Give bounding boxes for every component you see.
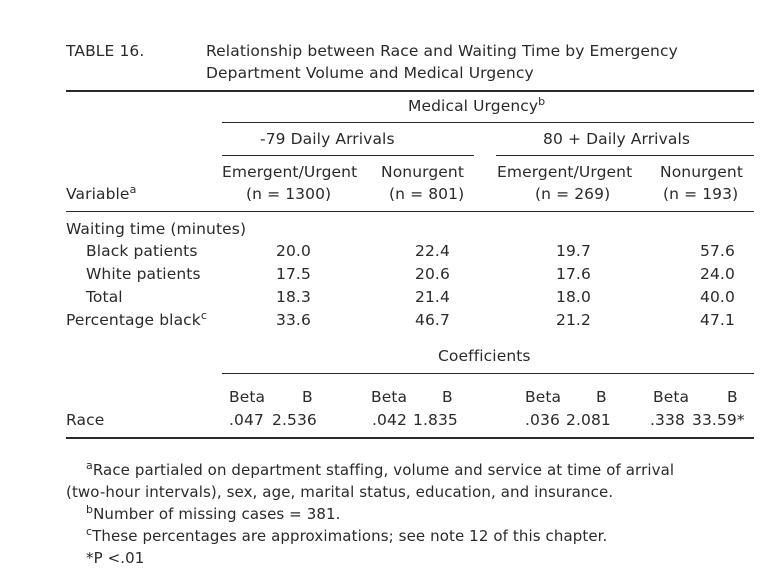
group-header-low-volume: -79 Daily Arrivals (260, 130, 395, 148)
beta-header: Beta (525, 388, 562, 406)
cell: 21.4 (415, 288, 450, 306)
variable-header: Variablea (66, 183, 137, 203)
cell: .042 (372, 411, 407, 429)
table-title-line-2: Department Volume and Medical Urgency (206, 64, 534, 82)
top-rule (66, 90, 754, 92)
table-title-line-1: Relationship between Race and Waiting Ti… (206, 42, 678, 60)
b-header: B (727, 388, 738, 406)
group1-rule (222, 155, 474, 156)
footnote-a: aRace partialed on department staffing, … (86, 459, 675, 479)
cell: 20.0 (276, 242, 311, 260)
footnote-p: *P <.01 (86, 549, 145, 567)
n-col-3: (n = 269) (535, 185, 611, 203)
cell: 57.6 (700, 242, 735, 260)
cell: 21.2 (556, 311, 591, 329)
urgency-rule (222, 122, 754, 123)
cell: 17.6 (556, 265, 591, 283)
cell: 18.0 (556, 288, 591, 306)
n-col-2: (n = 801) (389, 185, 465, 203)
cell: 2.536 (272, 411, 317, 429)
col-header-nonurgent-2: Nonurgent (660, 163, 744, 181)
beta-header: Beta (371, 388, 408, 406)
group-header-high-volume: 80 + Daily Arrivals (543, 130, 691, 148)
cell: 47.1 (700, 311, 735, 329)
coefficients-rule (222, 373, 754, 374)
bottom-rule (66, 437, 754, 439)
cell: .036 (525, 411, 560, 429)
header-bottom-rule (66, 211, 754, 212)
b-header: B (442, 388, 453, 406)
cell: 46.7 (415, 311, 450, 329)
footnote-c: cThese percentages are approximations; s… (86, 525, 608, 545)
beta-header: Beta (653, 388, 690, 406)
row-label: Percentage blackc (66, 309, 208, 329)
coefficients-header: Coefficients (438, 347, 531, 365)
n-col-1: (n = 1300) (246, 185, 332, 203)
cell: 19.7 (556, 242, 591, 260)
race-row-label: Race (66, 411, 105, 429)
cell: .338 (650, 411, 685, 429)
footnote-b: bNumber of missing cases = 381. (86, 503, 341, 523)
n-col-4: (n = 193) (663, 185, 739, 203)
col-header-emergent-2: Emergent/Urgent (497, 163, 633, 181)
row-label: Total (86, 288, 123, 306)
group2-rule (496, 155, 754, 156)
col-header-nonurgent-1: Nonurgent (381, 163, 465, 181)
cell: 1.835 (413, 411, 458, 429)
b-header: B (302, 388, 313, 406)
medical-urgency-header: Medical Urgencyb (408, 95, 546, 115)
beta-header: Beta (229, 388, 266, 406)
section-waiting-time: Waiting time (minutes) (66, 220, 247, 238)
table-label: TABLE 16. (66, 42, 145, 60)
cell: 18.3 (276, 288, 311, 306)
cell: 17.5 (276, 265, 311, 283)
cell: 22.4 (415, 242, 450, 260)
row-label: Black patients (86, 242, 198, 260)
cell: 20.6 (415, 265, 450, 283)
cell: 33.59* (692, 411, 745, 429)
cell: 33.6 (276, 311, 311, 329)
b-header: B (596, 388, 607, 406)
row-label: White patients (86, 265, 201, 283)
footnote-a-continued: (two-hour intervals), sex, age, marital … (66, 483, 614, 501)
cell: 2.081 (566, 411, 611, 429)
cell: .047 (229, 411, 264, 429)
col-header-emergent-1: Emergent/Urgent (222, 163, 358, 181)
cell: 24.0 (700, 265, 735, 283)
cell: 40.0 (700, 288, 735, 306)
